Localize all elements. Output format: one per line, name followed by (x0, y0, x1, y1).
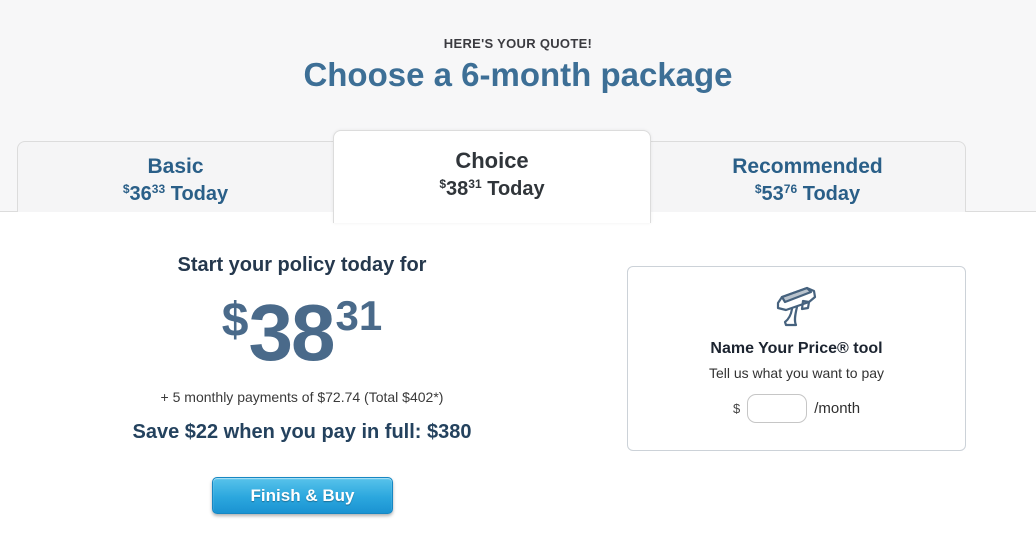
tab-recommended-label: Recommended (732, 155, 883, 178)
tab-choice-price: $3831 Today (334, 177, 650, 201)
start-policy-heading: Start your policy today for (177, 254, 427, 276)
tab-basic[interactable]: Basic $3633 Today (17, 141, 334, 212)
tab-basic-label: Basic (147, 155, 204, 178)
tab-choice-suffix: Today (481, 178, 545, 200)
tab-choice-label: Choice (455, 148, 529, 173)
tab-recommended-currency: $ (754, 182, 762, 196)
price-gun-icon (628, 284, 965, 333)
savings-note: Save $22 when you pay in full: $380 (132, 421, 472, 443)
nyp-per-month-suffix: /month (814, 400, 861, 417)
name-your-price-card: Name Your Price® tool Tell us what you w… (627, 266, 966, 451)
tab-choice-dollars: 38 (446, 178, 469, 200)
nyp-price-input[interactable] (747, 394, 808, 423)
tab-recommended-price: $5376 Today (650, 182, 965, 206)
tab-basic-price: $3633 Today (18, 182, 333, 206)
big-price-dollars: 38 (248, 288, 336, 377)
tab-basic-cents: 33 (151, 182, 166, 196)
finish-buy-button[interactable]: Finish & Buy (212, 477, 393, 514)
tab-basic-suffix: Today (165, 183, 229, 205)
page-title: Choose a 6-month package (303, 56, 733, 93)
nyp-subtitle: Tell us what you want to pay (708, 365, 885, 381)
nyp-title: Name Your Price® tool (710, 340, 883, 357)
big-price: $3831 (0, 276, 604, 373)
quote-eyebrow: HERE'S YOUR QUOTE! (443, 36, 593, 51)
tab-basic-dollars: 36 (129, 183, 152, 205)
nyp-currency-prefix: $ (732, 401, 741, 416)
tab-basic-currency: $ (122, 182, 130, 196)
tab-recommended-dollars: 53 (761, 183, 784, 205)
tab-recommended-suffix: Today (797, 183, 861, 205)
tab-recommended-cents: 76 (783, 182, 798, 196)
tab-choice-cents: 31 (468, 177, 482, 191)
tab-recommended[interactable]: Recommended $5376 Today (649, 141, 966, 212)
tab-choice-currency: $ (439, 177, 447, 191)
nyp-input-row: $ /month (628, 394, 965, 423)
tab-choice[interactable]: Choice $3831 Today (333, 130, 651, 223)
big-price-currency: $ (221, 294, 249, 347)
big-price-cents: 31 (335, 292, 383, 339)
payment-note: + 5 monthly payments of $72.74 (Total $4… (160, 389, 444, 405)
